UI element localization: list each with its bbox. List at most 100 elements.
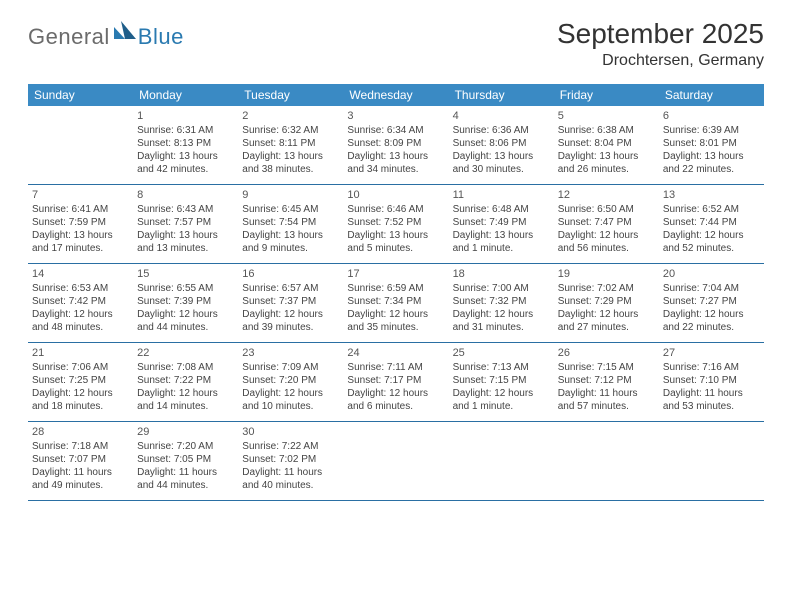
day-number: 10	[347, 188, 444, 202]
day-sunrise: Sunrise: 6:45 AM	[242, 203, 339, 216]
day-cell: 14Sunrise: 6:53 AMSunset: 7:42 PMDayligh…	[28, 264, 133, 342]
day-d1: Daylight: 13 hours	[242, 229, 339, 242]
day-sunrise: Sunrise: 7:00 AM	[453, 282, 550, 295]
day-number: 17	[347, 267, 444, 281]
day-sunset: Sunset: 7:12 PM	[558, 374, 655, 387]
day-sunset: Sunset: 7:54 PM	[242, 216, 339, 229]
month-title: September 2025	[557, 18, 764, 50]
day-cell	[659, 422, 764, 500]
day-sunrise: Sunrise: 6:48 AM	[453, 203, 550, 216]
day-d2: and 22 minutes.	[663, 321, 760, 334]
day-sunset: Sunset: 7:37 PM	[242, 295, 339, 308]
day-cell: 28Sunrise: 7:18 AMSunset: 7:07 PMDayligh…	[28, 422, 133, 500]
day-number: 27	[663, 346, 760, 360]
day-d2: and 1 minute.	[453, 400, 550, 413]
day-header-wednesday: Wednesday	[343, 84, 448, 106]
day-sunrise: Sunrise: 6:36 AM	[453, 124, 550, 137]
day-d1: Daylight: 12 hours	[242, 387, 339, 400]
day-sunrise: Sunrise: 7:04 AM	[663, 282, 760, 295]
day-cell: 17Sunrise: 6:59 AMSunset: 7:34 PMDayligh…	[343, 264, 448, 342]
day-number: 11	[453, 188, 550, 202]
day-sunset: Sunset: 7:27 PM	[663, 295, 760, 308]
day-sunrise: Sunrise: 7:16 AM	[663, 361, 760, 374]
day-cell: 1Sunrise: 6:31 AMSunset: 8:13 PMDaylight…	[133, 106, 238, 184]
day-number: 30	[242, 425, 339, 439]
day-d2: and 6 minutes.	[347, 400, 444, 413]
logo-text-general: General	[28, 24, 110, 50]
day-cell: 16Sunrise: 6:57 AMSunset: 7:37 PMDayligh…	[238, 264, 343, 342]
day-cell: 11Sunrise: 6:48 AMSunset: 7:49 PMDayligh…	[449, 185, 554, 263]
day-header-saturday: Saturday	[659, 84, 764, 106]
day-number: 25	[453, 346, 550, 360]
day-d2: and 31 minutes.	[453, 321, 550, 334]
day-number: 26	[558, 346, 655, 360]
day-sunset: Sunset: 7:47 PM	[558, 216, 655, 229]
day-cell: 5Sunrise: 6:38 AMSunset: 8:04 PMDaylight…	[554, 106, 659, 184]
day-number: 8	[137, 188, 234, 202]
day-sunset: Sunset: 7:15 PM	[453, 374, 550, 387]
day-sunrise: Sunrise: 6:34 AM	[347, 124, 444, 137]
day-sunset: Sunset: 7:32 PM	[453, 295, 550, 308]
day-cell: 25Sunrise: 7:13 AMSunset: 7:15 PMDayligh…	[449, 343, 554, 421]
day-cell: 3Sunrise: 6:34 AMSunset: 8:09 PMDaylight…	[343, 106, 448, 184]
day-sunset: Sunset: 7:22 PM	[137, 374, 234, 387]
day-sunrise: Sunrise: 7:08 AM	[137, 361, 234, 374]
day-d1: Daylight: 12 hours	[453, 308, 550, 321]
day-sunset: Sunset: 7:42 PM	[32, 295, 129, 308]
day-cell: 24Sunrise: 7:11 AMSunset: 7:17 PMDayligh…	[343, 343, 448, 421]
day-d1: Daylight: 12 hours	[32, 308, 129, 321]
day-cell: 10Sunrise: 6:46 AMSunset: 7:52 PMDayligh…	[343, 185, 448, 263]
day-sunrise: Sunrise: 6:39 AM	[663, 124, 760, 137]
day-d1: Daylight: 13 hours	[558, 150, 655, 163]
calendar-week: 21Sunrise: 7:06 AMSunset: 7:25 PMDayligh…	[28, 343, 764, 422]
day-d1: Daylight: 12 hours	[242, 308, 339, 321]
day-sunset: Sunset: 8:04 PM	[558, 137, 655, 150]
day-sunrise: Sunrise: 7:22 AM	[242, 440, 339, 453]
day-sunrise: Sunrise: 6:38 AM	[558, 124, 655, 137]
logo: General Blue	[28, 18, 184, 50]
day-number: 22	[137, 346, 234, 360]
day-d1: Daylight: 12 hours	[663, 229, 760, 242]
day-d1: Daylight: 13 hours	[663, 150, 760, 163]
day-cell: 9Sunrise: 6:45 AMSunset: 7:54 PMDaylight…	[238, 185, 343, 263]
day-cell	[343, 422, 448, 500]
day-d1: Daylight: 12 hours	[663, 308, 760, 321]
day-number: 2	[242, 109, 339, 123]
day-sunrise: Sunrise: 6:52 AM	[663, 203, 760, 216]
day-d2: and 38 minutes.	[242, 163, 339, 176]
day-number: 24	[347, 346, 444, 360]
day-d2: and 42 minutes.	[137, 163, 234, 176]
day-sunset: Sunset: 8:01 PM	[663, 137, 760, 150]
day-d2: and 52 minutes.	[663, 242, 760, 255]
day-cell	[449, 422, 554, 500]
day-number: 5	[558, 109, 655, 123]
day-number: 19	[558, 267, 655, 281]
day-d1: Daylight: 13 hours	[347, 150, 444, 163]
day-cell: 13Sunrise: 6:52 AMSunset: 7:44 PMDayligh…	[659, 185, 764, 263]
day-number: 9	[242, 188, 339, 202]
day-d1: Daylight: 12 hours	[558, 308, 655, 321]
day-d2: and 35 minutes.	[347, 321, 444, 334]
day-d1: Daylight: 13 hours	[32, 229, 129, 242]
day-sunrise: Sunrise: 7:02 AM	[558, 282, 655, 295]
day-sunrise: Sunrise: 7:06 AM	[32, 361, 129, 374]
day-cell: 19Sunrise: 7:02 AMSunset: 7:29 PMDayligh…	[554, 264, 659, 342]
calendar-week: 28Sunrise: 7:18 AMSunset: 7:07 PMDayligh…	[28, 422, 764, 501]
day-cell: 23Sunrise: 7:09 AMSunset: 7:20 PMDayligh…	[238, 343, 343, 421]
day-header-friday: Friday	[554, 84, 659, 106]
day-sunrise: Sunrise: 6:57 AM	[242, 282, 339, 295]
logo-mark-icon	[114, 21, 136, 44]
calendar-week: 14Sunrise: 6:53 AMSunset: 7:42 PMDayligh…	[28, 264, 764, 343]
day-sunset: Sunset: 8:13 PM	[137, 137, 234, 150]
day-number: 7	[32, 188, 129, 202]
day-number: 15	[137, 267, 234, 281]
page-header: General Blue September 2025 Drochtersen,…	[28, 18, 764, 70]
day-d2: and 5 minutes.	[347, 242, 444, 255]
day-number: 14	[32, 267, 129, 281]
day-number: 16	[242, 267, 339, 281]
day-sunrise: Sunrise: 6:43 AM	[137, 203, 234, 216]
day-sunset: Sunset: 7:10 PM	[663, 374, 760, 387]
day-cell: 29Sunrise: 7:20 AMSunset: 7:05 PMDayligh…	[133, 422, 238, 500]
day-d1: Daylight: 13 hours	[453, 150, 550, 163]
day-d1: Daylight: 13 hours	[137, 150, 234, 163]
